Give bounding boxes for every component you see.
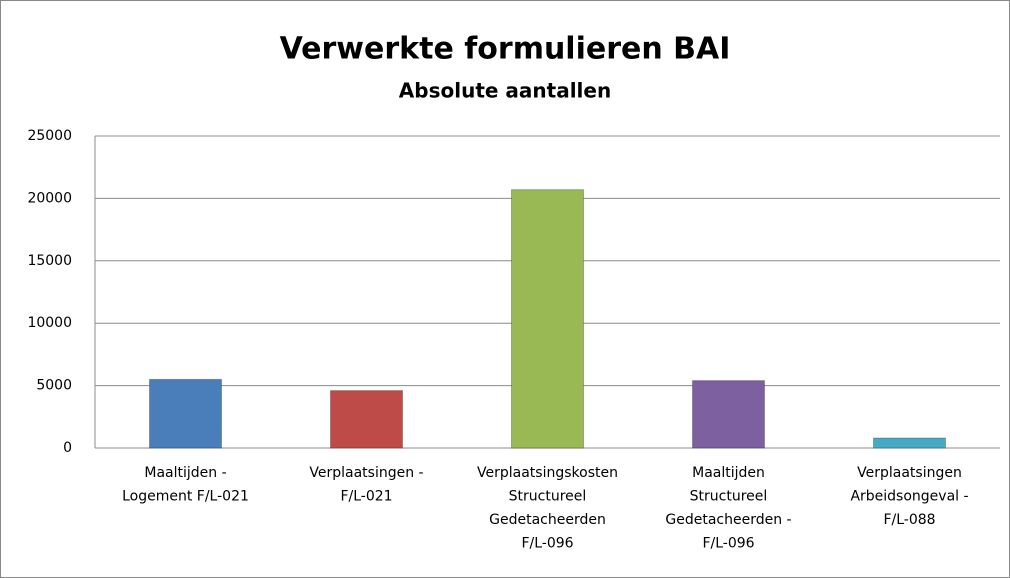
x-tick-label: Arbeidsongeval - (850, 489, 968, 505)
x-tick-label: F/L-088 (883, 512, 935, 528)
bar (330, 390, 403, 449)
x-tick-label: Verplaatsingskosten (477, 465, 618, 481)
x-tick-label: Gedetacheerden - (665, 512, 791, 528)
x-tick-label: Logement F/L-021 (122, 489, 249, 505)
x-tick-label: Structureel (509, 489, 587, 505)
bar (692, 380, 765, 449)
x-tick-label: F/L-021 (340, 489, 392, 505)
y-tick-label: 20000 (27, 190, 72, 206)
x-tick-label: Verplaatsingen - (309, 465, 423, 481)
chart-title: Verwerkte formulieren BAI (280, 32, 731, 67)
x-tick-label: Verplaatsingen (857, 465, 962, 481)
x-tick-label: F/L-096 (521, 536, 573, 552)
x-tick-label: Gedetacheerden (489, 512, 606, 528)
x-tick-label: Maaltijden - (144, 465, 226, 481)
x-tick-label: F/L-096 (702, 536, 754, 552)
y-tick-label: 15000 (27, 253, 72, 269)
y-tick-label: 0 (63, 440, 72, 456)
bar (873, 437, 946, 449)
bar (511, 189, 584, 449)
y-tick-label: 25000 (27, 128, 72, 144)
x-tick-label: Maaltijden (692, 465, 765, 481)
x-tick-label: Structureel (690, 489, 768, 505)
y-tick-label: 5000 (36, 378, 72, 394)
y-tick-label: 10000 (27, 315, 72, 331)
bar (149, 378, 222, 449)
chart-subtitle: Absolute aantallen (399, 79, 611, 103)
